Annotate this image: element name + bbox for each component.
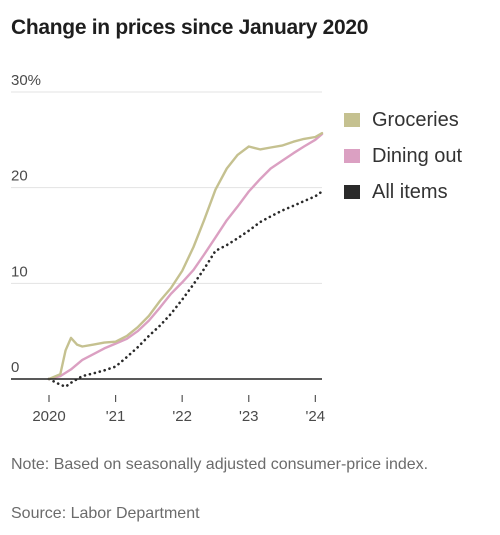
legend-item-all-items: All items bbox=[344, 174, 462, 210]
chart-source: Source: Labor Department bbox=[11, 505, 200, 522]
x-tick-label-2021: '21 bbox=[106, 408, 126, 425]
legend-item-dining-out: Dining out bbox=[344, 138, 462, 174]
legend-swatch-groceries bbox=[344, 113, 360, 127]
series-line-groceries bbox=[47, 131, 324, 381]
series-line-dining-out bbox=[47, 132, 324, 381]
y-tick-label-0: 0 bbox=[11, 359, 19, 376]
line-chart: 30% 20 10 0 2020 '21 '22 '23 '24 bbox=[11, 72, 326, 425]
series-line-all-items bbox=[47, 190, 324, 388]
x-tick-label-2023: '23 bbox=[239, 408, 259, 425]
legend-label-dining-out: Dining out bbox=[372, 144, 463, 167]
y-tick-label-20: 20 bbox=[11, 168, 28, 185]
legend-label-all-items: All items bbox=[372, 180, 448, 203]
legend-label-groceries: Groceries bbox=[372, 108, 459, 131]
x-tick-label-2024: '24 bbox=[306, 408, 326, 425]
legend: Groceries Dining out All items bbox=[344, 102, 462, 210]
y-tick-label-10: 10 bbox=[11, 263, 28, 280]
x-tick-label-2020: 2020 bbox=[32, 408, 65, 425]
legend-item-groceries: Groceries bbox=[344, 102, 462, 138]
chart-note: Note: Based on seasonally adjusted consu… bbox=[11, 456, 429, 473]
legend-swatch-all-items bbox=[344, 185, 360, 199]
legend-swatch-dining-out bbox=[344, 149, 360, 163]
chart-title: Change in prices since January 2020 bbox=[11, 16, 369, 39]
y-tick-label-30: 30% bbox=[11, 72, 41, 89]
x-tick-label-2022: '22 bbox=[172, 408, 192, 425]
